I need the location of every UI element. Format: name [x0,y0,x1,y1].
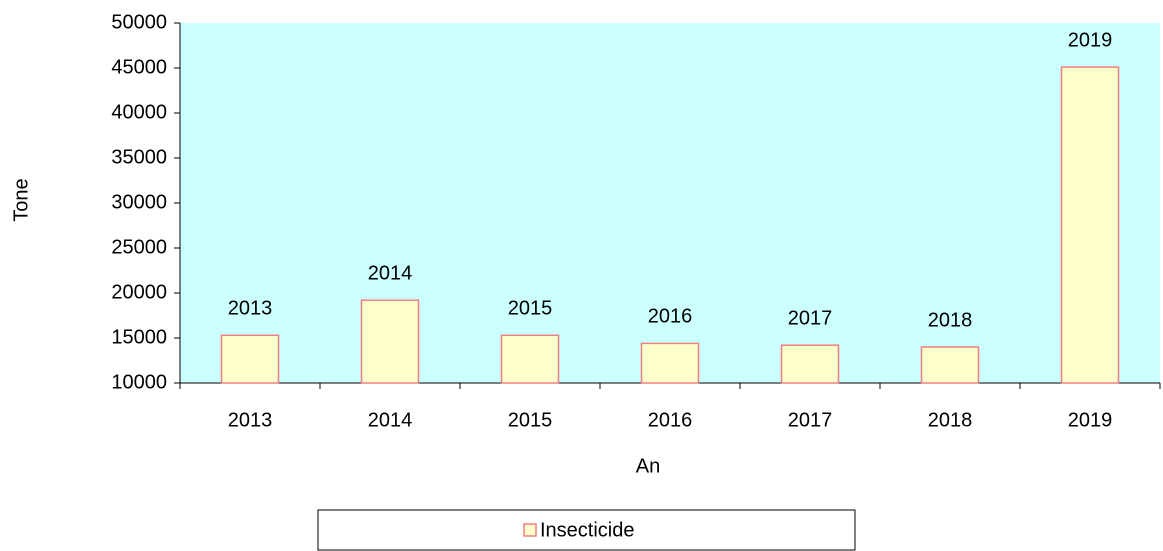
data-label: 2014 [368,262,413,284]
bar [640,342,700,384]
data-label: 2019 [1068,29,1113,51]
bar [1060,66,1120,384]
y-tick-label: 10000 [111,371,167,393]
y-tick-label: 50000 [111,11,167,33]
data-label: 2013 [228,298,273,320]
x-tick-label: 2017 [788,409,833,431]
x-tick-label: 2016 [648,409,693,431]
bar [500,334,560,384]
bar [920,346,980,384]
data-label: 2018 [928,309,973,331]
y-tick-label: 15000 [111,326,167,348]
plot-area [180,23,1160,383]
x-tick-label: 2018 [928,409,973,431]
y-axis-label: Tone [10,178,32,221]
x-tick-label: 2015 [508,409,553,431]
y-tick-label: 25000 [111,236,167,258]
data-label: 2017 [788,307,833,329]
data-label: 2015 [508,298,553,320]
x-tick-label: 2014 [368,409,413,431]
y-tick-label: 20000 [111,281,167,303]
x-tick-label: 2013 [228,409,273,431]
bar [220,334,280,384]
bar [780,344,840,384]
y-tick-label: 40000 [111,101,167,123]
y-tick-label: 30000 [111,191,167,213]
data-label: 2016 [648,306,693,328]
x-axis-label: An [636,455,660,477]
legend-label: Insecticide [540,519,635,541]
y-tick-label: 45000 [111,56,167,78]
legend-swatch [523,523,537,537]
legend-box [317,509,856,551]
bar [360,299,420,384]
y-tick-label: 35000 [111,146,167,168]
x-tick-label: 2019 [1068,409,1113,431]
